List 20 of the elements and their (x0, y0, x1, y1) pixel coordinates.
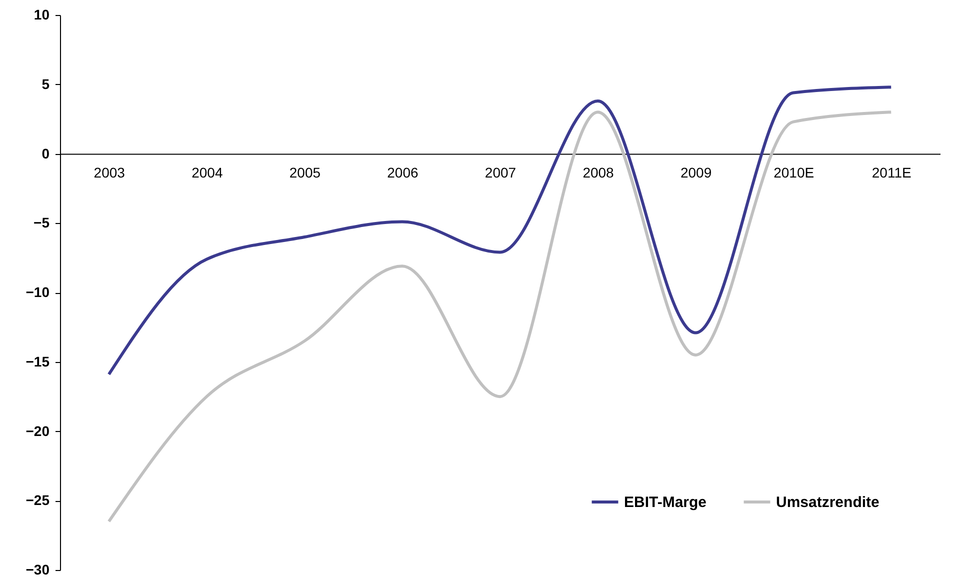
y-tick-label: −20 (26, 422, 50, 439)
y-tick-label: −30 (26, 562, 50, 578)
x-tick-label: 2004 (192, 164, 223, 180)
y-tick-label: −25 (26, 492, 50, 508)
x-tick-label: 2010E (774, 164, 814, 180)
y-tick-label: 5 (42, 76, 50, 92)
legend-label: Umsatzrendite (776, 494, 880, 511)
x-tick-label: 2006 (387, 164, 419, 180)
y-tick-label: −5 (34, 214, 50, 231)
x-tick-label: 2008 (582, 164, 614, 180)
y-tick-label: 0 (42, 145, 50, 162)
x-tick-label: 2009 (680, 164, 712, 180)
y-tick-label: −10 (26, 284, 50, 300)
x-tick-label: 2003 (94, 164, 126, 180)
y-tick-label: 10 (34, 6, 50, 22)
legend-label: EBIT-Marge (624, 494, 707, 511)
x-tick-label: 2005 (289, 164, 321, 180)
y-tick-label: −15 (26, 353, 50, 370)
x-tick-label: 2007 (484, 164, 516, 180)
x-tick-label: 2011E (872, 164, 912, 180)
